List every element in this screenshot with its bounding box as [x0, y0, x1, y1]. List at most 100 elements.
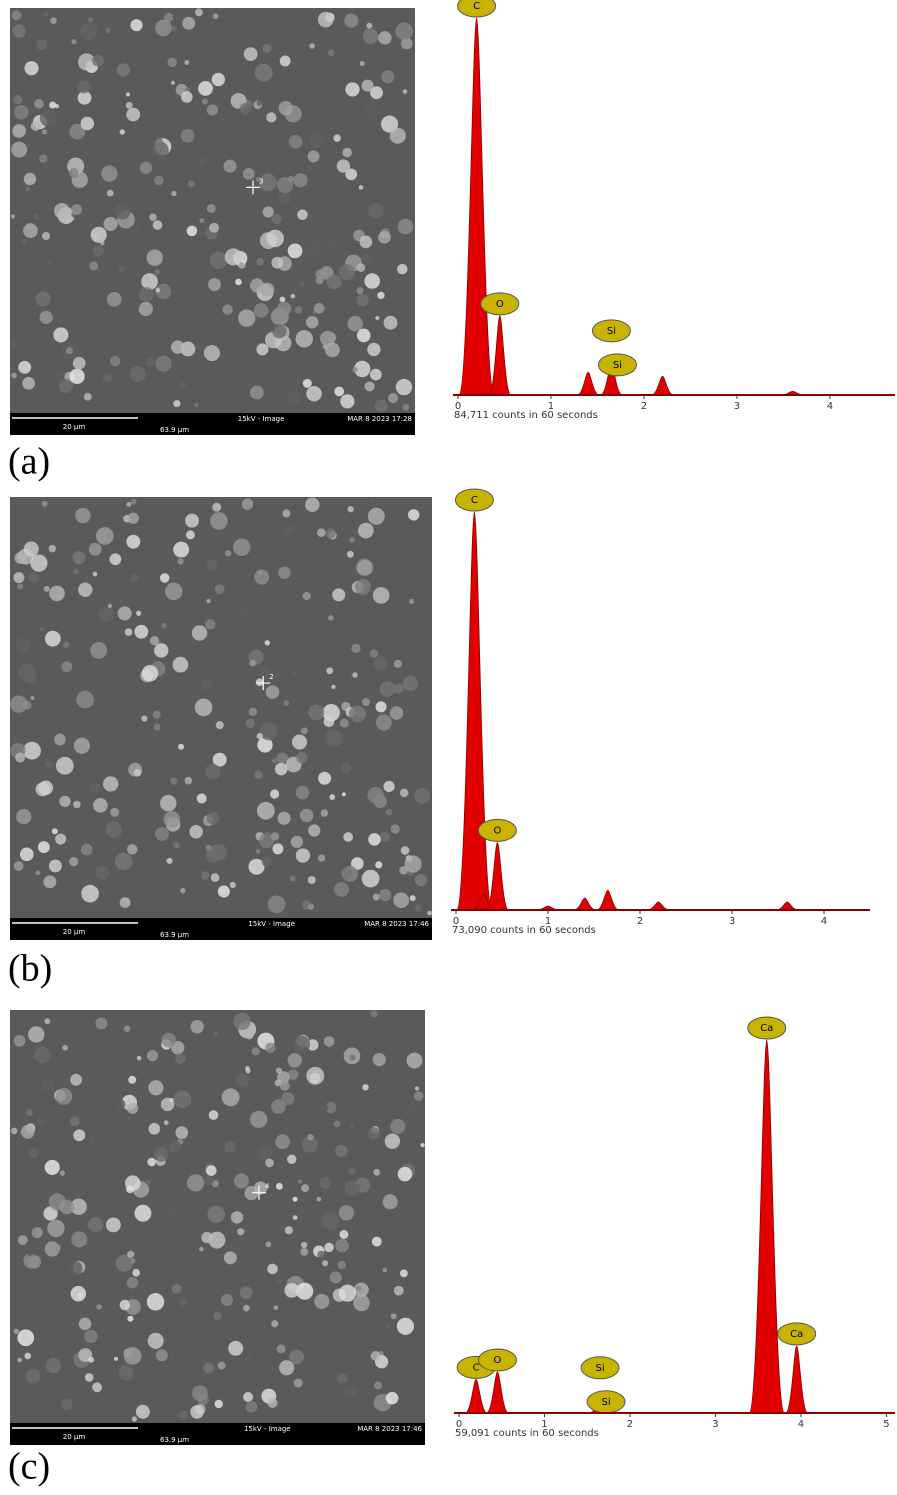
sem-particle: [189, 825, 203, 839]
sem-particle: [184, 59, 190, 65]
scale-bar-label: 20 µm: [63, 1433, 86, 1441]
sem-particle: [308, 903, 315, 910]
sem-particle: [382, 1194, 398, 1210]
sem-particle: [169, 1098, 174, 1103]
sem-particle: [194, 698, 213, 717]
sem-particle: [114, 203, 131, 220]
sem-particle: [95, 865, 110, 880]
sem-particle: [399, 788, 409, 798]
sem-particle: [366, 22, 373, 29]
sem-particle: [141, 273, 158, 290]
sem-particle: [323, 1036, 335, 1047]
sem-particle: [98, 606, 114, 623]
sem-particle: [77, 53, 96, 71]
sem-particle: [10, 214, 16, 219]
sem-particle: [152, 710, 161, 719]
sem-particle: [414, 1086, 420, 1091]
sem-particle: [127, 1250, 135, 1258]
element-badge: [747, 1016, 787, 1040]
sem-particle: [378, 31, 392, 45]
sem-particle: [305, 240, 323, 259]
sem-particle: [277, 191, 292, 205]
sem-particle: [139, 161, 153, 174]
sem-particle: [369, 498, 376, 504]
sem-particle: [170, 80, 175, 85]
sem-particle: [28, 572, 39, 583]
sem-particle: [402, 89, 408, 94]
sem-particle: [318, 771, 332, 785]
sem-particle: [37, 1117, 46, 1126]
sem-particle: [352, 672, 358, 678]
peak: [464, 1379, 488, 1414]
sem-particle: [182, 16, 196, 30]
sem-particle: [123, 1215, 130, 1221]
sem-particle: [341, 792, 346, 797]
element-badge: [591, 319, 631, 343]
sem-particle: [321, 1211, 340, 1230]
sem-particle: [295, 785, 310, 800]
sem-particle: [172, 841, 180, 849]
sem-particle: [62, 641, 70, 648]
sem-particle: [10, 1127, 18, 1135]
sem-particle: [287, 1154, 297, 1165]
sem-particle: [184, 776, 193, 785]
sem-particle: [70, 1198, 87, 1215]
sem-particle: [155, 355, 172, 372]
sem-particle: [70, 1285, 87, 1302]
sem-particle: [155, 287, 161, 293]
sem-particle: [73, 737, 90, 754]
sem-particle: [339, 718, 349, 728]
sem-particle: [213, 1312, 222, 1321]
sem-particle: [22, 238, 28, 245]
sem-particle: [161, 1032, 177, 1048]
sem-particle: [149, 636, 160, 646]
sem-particle: [16, 638, 31, 653]
sem-particle: [292, 1196, 298, 1202]
sem-particle: [261, 856, 273, 867]
sem-particle: [26, 1109, 33, 1117]
sem-particle: [400, 37, 413, 50]
peak: [488, 315, 512, 396]
sem-particle: [119, 897, 131, 908]
sem-particle: [264, 831, 271, 838]
sem-particle: [299, 1205, 308, 1214]
sem-particle: [296, 751, 308, 764]
sem-particle: [302, 378, 312, 388]
sem-particle: [78, 582, 93, 597]
sem-particle: [208, 278, 221, 292]
sem-particle: [130, 19, 143, 32]
sem-particle: [72, 551, 86, 565]
sem-particle: [384, 1133, 401, 1149]
sem-particle: [370, 1010, 378, 1018]
sem-particle: [73, 800, 81, 809]
sem-particle: [328, 240, 342, 253]
sem-particle: [245, 1066, 250, 1071]
sem-particle: [24, 61, 39, 76]
sem-particle: [14, 104, 29, 120]
sem-particle: [84, 1373, 94, 1382]
sem-particle: [397, 263, 408, 275]
sem-particle: [163, 811, 181, 828]
sem-particle: [284, 1226, 293, 1235]
sem-particle: [69, 1116, 80, 1127]
sem-particle: [134, 1204, 152, 1222]
sem-particle: [325, 729, 343, 747]
sem-particle: [155, 1349, 168, 1362]
sem-particle: [308, 824, 321, 837]
sem-particle: [223, 1251, 237, 1265]
x-tick-label: 1: [541, 1419, 547, 1430]
sem-particle: [265, 1158, 274, 1168]
sem-particle: [88, 1136, 95, 1142]
sem-particle: [249, 385, 264, 400]
element-label: Si: [595, 1363, 604, 1374]
sem-particle: [339, 1229, 349, 1239]
sem-particle: [149, 213, 157, 222]
sem-particle: [71, 39, 77, 45]
sem-particle: [214, 584, 225, 595]
sem-particle: [141, 665, 159, 682]
peak: [573, 897, 596, 911]
sem-particle: [251, 1047, 260, 1056]
sem-particle: [356, 328, 371, 343]
sem-particle: [30, 554, 48, 572]
